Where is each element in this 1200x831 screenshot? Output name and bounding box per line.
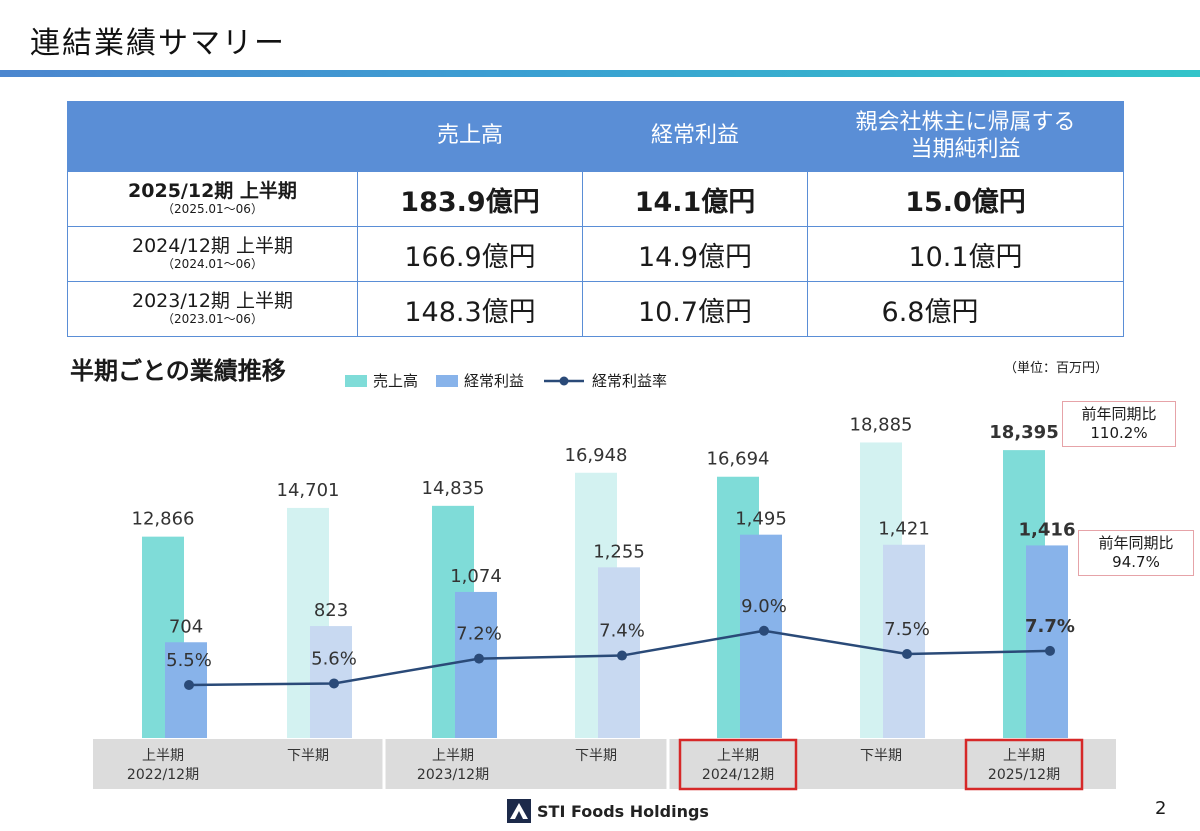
label-profit: 704 [169, 616, 203, 637]
label-margin: 5.5% [166, 650, 212, 671]
company-logo: STI Foods Holdings [507, 799, 709, 823]
x-tick-year: 2024/12期 [702, 767, 774, 783]
point-margin [1045, 645, 1055, 656]
table-row: 2023/12期 上半期 （2023.01～06） 148.3億円 10.7億円… [67, 281, 1124, 337]
x-tick-half: 下半期 [860, 748, 902, 764]
row-span: （2024.01～06） [162, 257, 263, 272]
x-axis-band [93, 739, 1116, 789]
label-profit: 1,416 [1019, 519, 1076, 540]
label-margin: 9.0% [741, 596, 787, 617]
yoy-profit-label: 前年同期比 [1098, 534, 1174, 552]
label-profit: 1,421 [878, 519, 930, 540]
legend-item-sales: 売上高 [345, 370, 418, 391]
legend-item-margin: 経常利益率 [542, 370, 667, 391]
bar-profit [455, 591, 497, 738]
point-margin [759, 625, 769, 636]
label-profit: 823 [314, 600, 348, 621]
legend-label-profit: 経常利益 [464, 372, 525, 390]
legend-line-icon [544, 376, 585, 385]
row-net-income: 15.0億円 [807, 171, 1124, 227]
x-tick-half: 下半期 [287, 748, 329, 764]
bar-profit [740, 534, 782, 738]
header-sales: 売上高 [357, 101, 583, 172]
point-margin [902, 649, 912, 659]
label-sales: 16,694 [707, 449, 770, 470]
bar-profit [165, 642, 207, 738]
logo-icon [507, 799, 531, 823]
label-margin: 7.5% [884, 619, 930, 640]
company-name: STI Foods Holdings [537, 801, 709, 821]
yoy-profit-box: 前年同期比 94.7% [1078, 530, 1194, 576]
header-empty [67, 101, 358, 172]
x-tick-half: 上半期 [432, 748, 474, 764]
x-tick-half: 上半期 [1003, 748, 1045, 764]
chart-title: 半期ごとの業績推移 [70, 357, 286, 385]
row-ordinary-profit: 14.9億円 [582, 226, 808, 282]
row-period: 2023/12期 上半期 [132, 290, 293, 313]
label-sales: 18,885 [850, 414, 913, 435]
table-row: 2024/12期 上半期 （2024.01～06） 166.9億円 14.9億円… [67, 226, 1124, 282]
label-margin: 7.4% [599, 621, 645, 642]
legend-swatch-profit [436, 374, 459, 387]
bar-profit [1026, 545, 1068, 738]
header-net-income-line1: 親会社株主に帰属する [855, 110, 1076, 136]
bar-profit [883, 544, 925, 738]
label-margin: 5.6% [311, 648, 357, 669]
header-net-income-line2: 当期純利益 [910, 136, 1021, 162]
row-period: 2025/12期 上半期 [128, 180, 297, 203]
label-sales: 16,948 [565, 445, 628, 466]
label-sales: 14,835 [422, 478, 485, 499]
row-period-cell: 2025/12期 上半期 （2025.01～06） [67, 171, 358, 227]
yoy-profit-value: 94.7% [1112, 552, 1160, 571]
legend-label-sales: 売上高 [373, 372, 419, 390]
row-sales: 166.9億円 [357, 226, 583, 282]
page-title: 連結業績サマリー [30, 26, 286, 61]
x-tick-half: 上半期 [142, 748, 184, 764]
x-tick-year: 2022/12期 [127, 767, 199, 783]
label-profit: 1,495 [735, 509, 787, 530]
row-sales: 183.9億円 [357, 171, 583, 227]
x-tick-half: 上半期 [717, 748, 759, 764]
label-profit: 1,255 [593, 541, 645, 562]
summary-header-row: 売上高 経常利益 親会社株主に帰属する 当期純利益 [67, 101, 1124, 172]
legend-swatch-sales [345, 374, 367, 387]
x-tick-half: 下半期 [575, 748, 617, 764]
row-net-income: 6.8億円 [807, 281, 1124, 337]
table-row: 2025/12期 上半期 （2025.01～06） 183.9億円 14.1億円… [67, 171, 1124, 227]
x-tick-year: 2023/12期 [417, 767, 489, 783]
row-period-cell: 2023/12期 上半期 （2023.01～06） [67, 281, 358, 337]
row-span: （2023.01～06） [162, 312, 263, 327]
yoy-sales-value: 110.2% [1090, 423, 1148, 442]
label-margin: 7.7% [1025, 616, 1075, 637]
legend-label-margin: 経常利益率 [592, 372, 668, 390]
label-sales: 18,395 [989, 422, 1058, 443]
chart-unit: （単位：百万円） [1004, 361, 1109, 376]
label-sales: 14,701 [277, 480, 340, 501]
row-span: （2025.01～06） [162, 202, 263, 217]
row-period: 2024/12期 上半期 [132, 235, 293, 258]
chart-legend: 売上高 経常利益 経常利益率 [345, 370, 685, 391]
label-margin: 7.2% [456, 624, 502, 645]
summary-table: 売上高 経常利益 親会社株主に帰属する 当期純利益 2025/12期 上半期 （… [67, 101, 1124, 337]
label-profit: 1,074 [450, 566, 502, 587]
highlight-frame [678, 738, 798, 791]
point-margin [329, 678, 339, 689]
header-net-income: 親会社株主に帰属する 当期純利益 [807, 101, 1124, 172]
row-sales: 148.3億円 [357, 281, 583, 337]
x-tick-year: 2025/12期 [988, 767, 1060, 783]
label-sales: 12,866 [132, 509, 195, 530]
row-net-income: 10.1億円 [807, 226, 1124, 282]
row-period-cell: 2024/12期 上半期 （2024.01～06） [67, 226, 358, 282]
point-margin [184, 680, 194, 690]
point-margin [474, 653, 484, 664]
point-margin [617, 650, 627, 661]
title-divider [0, 70, 1200, 77]
highlight-frame [964, 738, 1084, 791]
yoy-sales-box: 前年同期比 110.2% [1062, 401, 1176, 447]
header-ordinary-profit: 経常利益 [582, 101, 808, 172]
legend-item-profit: 経常利益 [436, 370, 524, 391]
page-number: 2 [1155, 798, 1167, 819]
yoy-sales-label: 前年同期比 [1081, 405, 1157, 423]
